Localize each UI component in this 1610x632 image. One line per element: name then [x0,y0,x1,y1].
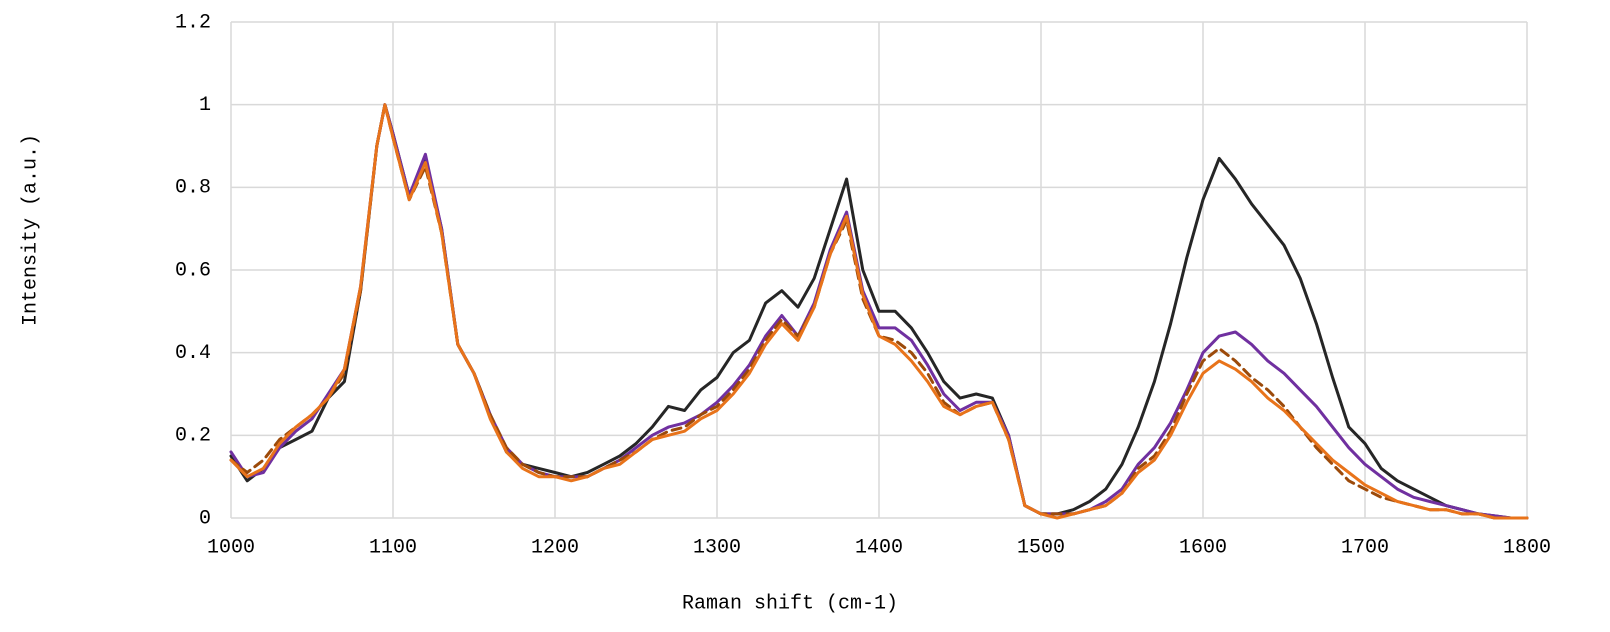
x-tick-label: 1500 [1017,536,1065,559]
x-axis-label: Raman shift (cm-1) [682,592,898,615]
y-tick-label: 0.2 [175,425,211,448]
x-tick-label: 1600 [1179,536,1227,559]
y-tick-label: 0.8 [175,177,211,200]
y-axis-label: Intensity (a.u.) [19,134,42,326]
y-tick-label: 0.4 [175,342,211,365]
y-tick-label: 1 [199,94,211,117]
y-tick-label: 0.6 [175,259,211,282]
x-tick-label: 1700 [1341,536,1389,559]
x-tick-label: 1400 [855,536,903,559]
x-tick-label: 1100 [369,536,417,559]
y-tick-label: 0 [199,507,211,530]
x-tick-label: 1200 [531,536,579,559]
x-tick-label: 1300 [693,536,741,559]
y-tick-label: 1.2 [175,11,211,34]
x-tick-label: 1800 [1503,536,1551,559]
x-tick-label: 1000 [207,536,255,559]
series-line [229,103,1529,520]
